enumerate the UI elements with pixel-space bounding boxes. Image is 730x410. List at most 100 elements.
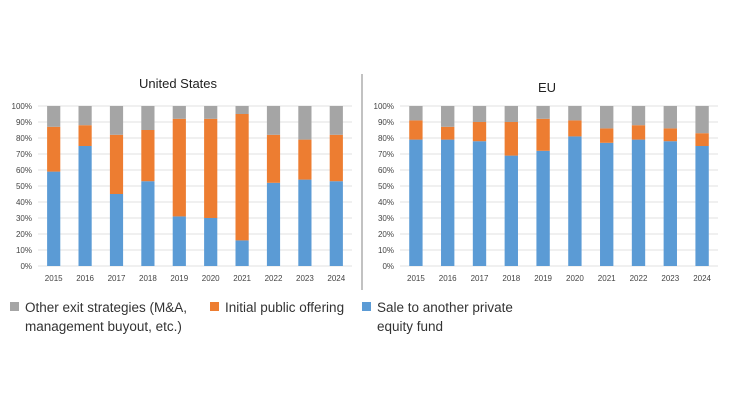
us-bar-sale-2019 bbox=[172, 216, 186, 266]
eu-y-tick-label: 20% bbox=[378, 230, 394, 239]
eu-bar-other-2021 bbox=[600, 106, 614, 129]
us-bar-ipo-2018 bbox=[141, 130, 155, 182]
us-y-tick-label: 60% bbox=[16, 166, 32, 175]
us-x-tick-label: 2015 bbox=[45, 274, 63, 283]
eu-chart: EU 0% 10% 20% 30% 40% 50% 60% 70% 80% 90% 100% 2015 2… bbox=[374, 80, 718, 283]
us-bar-ipo-2017 bbox=[109, 134, 124, 194]
eu-y-tick-label: 40% bbox=[378, 198, 394, 207]
us-bar-ipo-2021 bbox=[235, 114, 249, 241]
eu-bar-sale-2021 bbox=[600, 142, 614, 266]
legend-item-ipo: Initial public offering bbox=[210, 298, 360, 317]
legend-item-sale: Sale to another private equity fund bbox=[362, 298, 532, 336]
legend-label-other: Other exit strategies (M&A, management b… bbox=[25, 300, 188, 334]
us-x-tick-label: 2021 bbox=[233, 274, 251, 283]
eu-bar-other-2015 bbox=[409, 106, 423, 121]
us-x-tick-label: 2020 bbox=[202, 274, 220, 283]
legend: Other exit strategies (M&A, management b… bbox=[10, 298, 720, 348]
us-y-tick-label: 50% bbox=[16, 182, 32, 191]
eu-x-tick-label: 2015 bbox=[407, 274, 425, 283]
eu-bar-sale-2017 bbox=[472, 141, 487, 266]
us-bar-sale-2018 bbox=[141, 181, 155, 266]
eu-x-tick-label: 2016 bbox=[439, 274, 457, 283]
eu-bar-ipo-2015 bbox=[409, 120, 423, 140]
us-y-tick-label: 20% bbox=[16, 230, 32, 239]
us-x-tick-label: 2023 bbox=[296, 274, 314, 283]
us-bar-ipo-2020 bbox=[204, 118, 218, 218]
eu-y-tick-label: 10% bbox=[378, 246, 394, 255]
eu-bar-other-2023 bbox=[663, 106, 677, 129]
legend-swatch-other bbox=[10, 302, 19, 311]
us-bar-sale-2016 bbox=[78, 146, 92, 266]
eu-x-tick-label: 2018 bbox=[502, 274, 520, 283]
us-bar-ipo-2019 bbox=[172, 118, 186, 217]
eu-bar-ipo-2020 bbox=[568, 120, 582, 137]
us-bar-ipo-2024 bbox=[329, 134, 343, 182]
eu-x-tick-label: 2023 bbox=[661, 274, 679, 283]
us-bar-other-2015 bbox=[47, 106, 61, 127]
eu-bar-ipo-2024 bbox=[695, 133, 709, 146]
us-y-tick-label: 0% bbox=[20, 262, 32, 271]
eu-bar-other-2016 bbox=[441, 106, 455, 127]
eu-bar-sale-2024 bbox=[695, 146, 709, 266]
us-bar-other-2016 bbox=[78, 106, 92, 126]
us-bar-ipo-2015 bbox=[47, 126, 61, 172]
us-y-tick-label: 30% bbox=[16, 214, 32, 223]
us-bar-other-2024 bbox=[329, 106, 343, 135]
us-x-tick-label: 2022 bbox=[265, 274, 283, 283]
us-bar-other-2021 bbox=[235, 106, 249, 114]
us-y-tick-label: 40% bbox=[16, 198, 32, 207]
eu-x-tick-label: 2024 bbox=[693, 274, 711, 283]
us-bar-other-2023 bbox=[298, 106, 312, 140]
us-y-tick-label: 90% bbox=[16, 118, 32, 127]
eu-bar-other-2022 bbox=[631, 106, 646, 126]
us-bar-other-2017 bbox=[109, 106, 124, 135]
eu-bar-other-2018 bbox=[504, 106, 518, 122]
legend-item-other: Other exit strategies (M&A, management b… bbox=[10, 298, 200, 336]
eu-x-tick-label: 2020 bbox=[566, 274, 584, 283]
us-bar-ipo-2023 bbox=[298, 139, 312, 180]
us-chart-title: United States bbox=[139, 76, 218, 91]
eu-bar-other-2017 bbox=[472, 106, 487, 122]
eu-bar-other-2020 bbox=[568, 106, 582, 121]
eu-y-tick-label: 100% bbox=[374, 102, 394, 111]
us-x-tick-label: 2016 bbox=[76, 274, 94, 283]
us-bar-sale-2022 bbox=[266, 182, 281, 266]
legend-label-ipo: Initial public offering bbox=[225, 300, 345, 315]
eu-y-tick-label: 80% bbox=[378, 134, 394, 143]
eu-y-tick-label: 70% bbox=[378, 150, 394, 159]
eu-x-tick-label: 2021 bbox=[598, 274, 616, 283]
legend-label-sale: Sale to another private equity fund bbox=[377, 300, 513, 334]
us-y-tick-label: 80% bbox=[16, 134, 32, 143]
eu-bar-ipo-2016 bbox=[441, 126, 455, 140]
us-y-tick-label: 70% bbox=[16, 150, 32, 159]
eu-bar-sale-2015 bbox=[409, 139, 423, 266]
eu-bar-sale-2023 bbox=[663, 141, 677, 266]
us-bar-sale-2023 bbox=[298, 179, 312, 266]
eu-bar-sale-2020 bbox=[568, 136, 582, 266]
eu-bar-other-2024 bbox=[695, 106, 709, 134]
eu-bar-sale-2019 bbox=[536, 150, 550, 266]
eu-bar-ipo-2022 bbox=[631, 125, 646, 140]
eu-bar-ipo-2017 bbox=[472, 122, 487, 142]
eu-bar-ipo-2023 bbox=[663, 128, 677, 142]
us-x-tick-label: 2018 bbox=[139, 274, 157, 283]
us-chart: United States 0% 10% 20% 30% 40% 50% 60% 70% 80% 9… bbox=[12, 76, 352, 283]
us-bar-other-2018 bbox=[141, 106, 155, 130]
eu-bar-ipo-2019 bbox=[536, 118, 550, 151]
us-bar-other-2019 bbox=[172, 106, 186, 119]
us-bar-sale-2021 bbox=[235, 240, 249, 266]
legend-swatch-ipo bbox=[210, 302, 219, 311]
us-bar-sale-2020 bbox=[204, 218, 218, 266]
eu-bar-sale-2018 bbox=[504, 155, 518, 266]
us-x-tick-label: 2019 bbox=[170, 274, 188, 283]
eu-bar-sale-2022 bbox=[631, 139, 646, 266]
us-bar-other-2020 bbox=[204, 106, 218, 119]
eu-bar-ipo-2021 bbox=[600, 128, 614, 143]
eu-y-tick-label: 30% bbox=[378, 214, 394, 223]
us-x-tick-label: 2024 bbox=[327, 274, 345, 283]
us-y-tick-label: 10% bbox=[16, 246, 32, 255]
us-bar-sale-2024 bbox=[329, 181, 343, 266]
eu-x-tick-label: 2019 bbox=[534, 274, 552, 283]
eu-bar-sale-2016 bbox=[441, 139, 455, 266]
